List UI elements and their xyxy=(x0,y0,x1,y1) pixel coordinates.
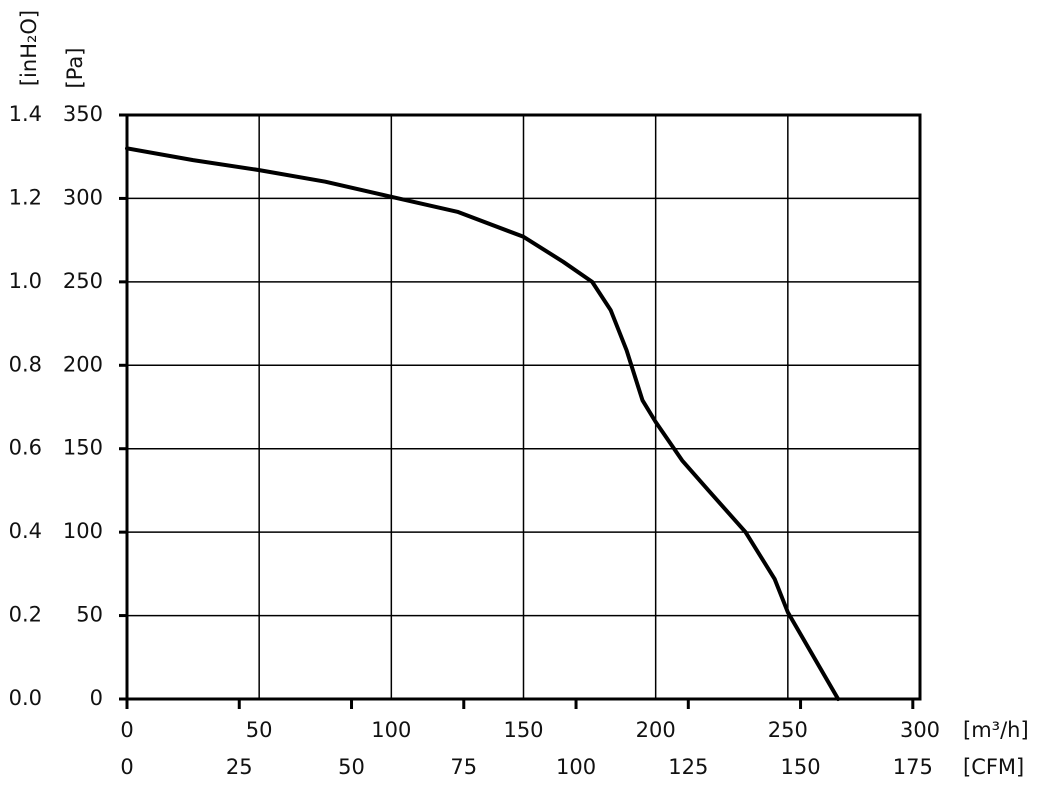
x-tick-label: 300 xyxy=(900,718,940,742)
y2-tick-label: 1.4 xyxy=(9,102,42,126)
y2-tick-label: 1.0 xyxy=(9,269,42,293)
y-tick-label: 200 xyxy=(63,352,103,376)
x-tick-label: 0 xyxy=(120,718,133,742)
x2-tick-label: 0 xyxy=(120,755,133,779)
x2-tick-label: 25 xyxy=(226,755,253,779)
y2-tick-label: 0.6 xyxy=(9,436,42,460)
x-tick-label: 100 xyxy=(371,718,411,742)
y-tick-label: 0 xyxy=(90,686,103,710)
y-tick-label: 300 xyxy=(63,185,103,209)
x2-unit-label: [CFM] xyxy=(963,755,1024,779)
x2-tick-label: 50 xyxy=(338,755,365,779)
y-tick-label: 150 xyxy=(63,436,103,460)
y-tick-label: 100 xyxy=(63,519,103,543)
y2-tick-label: 0.0 xyxy=(9,686,42,710)
curve xyxy=(125,146,841,701)
plot-frame xyxy=(125,113,922,701)
x-tick-label: 200 xyxy=(636,718,676,742)
x2-tick-label: 100 xyxy=(556,755,596,779)
y-unit-label: [Pa] xyxy=(63,48,87,89)
x2-tick-label: 175 xyxy=(893,755,933,779)
y2-unit-label: [inH₂O] xyxy=(17,10,41,86)
y-tick-label: 50 xyxy=(76,603,103,627)
y2-tick-label: 0.2 xyxy=(9,603,42,627)
y-tick-label: 350 xyxy=(63,102,103,126)
x-unit-label: [m³/h] xyxy=(963,718,1029,742)
y2-tick-label: 0.4 xyxy=(9,519,42,543)
x2-tick-label: 75 xyxy=(450,755,477,779)
y-tick-label: 250 xyxy=(63,269,103,293)
x-tick-label: 50 xyxy=(246,718,273,742)
y2-tick-label: 1.2 xyxy=(9,185,42,209)
x2-tick-label: 150 xyxy=(781,755,821,779)
x-tick-label: 150 xyxy=(503,718,543,742)
y2-tick-label: 0.8 xyxy=(9,352,42,376)
x-tick-label: 250 xyxy=(768,718,808,742)
x2-tick-label: 125 xyxy=(668,755,708,779)
